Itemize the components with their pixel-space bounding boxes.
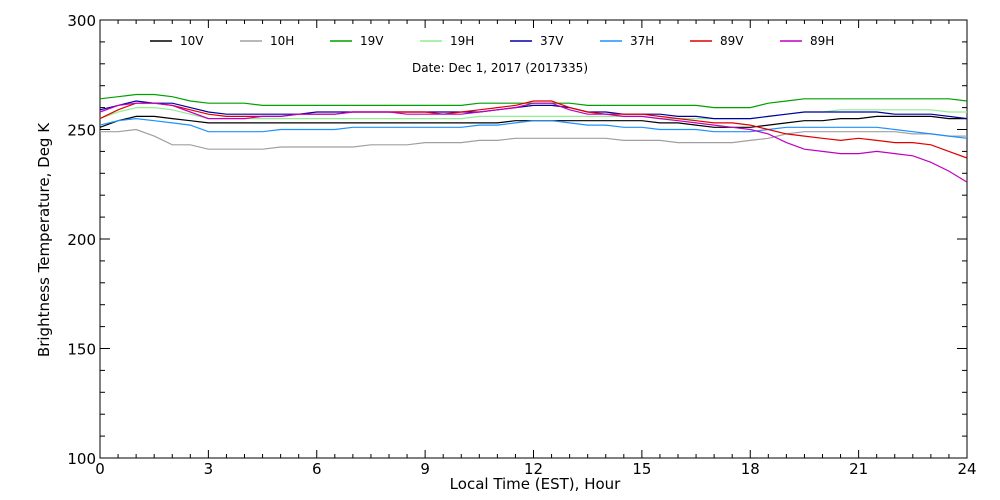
y-tick-label: 300 — [67, 12, 96, 30]
legend-label-89v: 89V — [720, 34, 744, 48]
y-axis-label: Brightness Temperature, Deg K — [35, 122, 53, 357]
plot-area-border — [99, 19, 968, 459]
x-axis: 0 3 6 9 12 15 18 21 24 — [95, 20, 977, 478]
legend-label-37v: 37V — [540, 34, 564, 48]
x-tick-label: 24 — [957, 460, 976, 478]
legend-label-19h: 19H — [450, 34, 474, 48]
series-lines — [99, 93, 968, 183]
legend-label-37h: 37H — [630, 34, 654, 48]
y-axis: 100 150 200 250 300 — [67, 12, 967, 468]
date-annotation: Date: Dec 1, 2017 (2017335) — [412, 61, 588, 75]
series-line-89h — [99, 102, 968, 183]
y-tick-label: 250 — [67, 122, 96, 140]
legend-label-10v: 10V — [180, 34, 204, 48]
legend-label-10h: 10H — [270, 34, 294, 48]
x-tick-label: 12 — [524, 460, 543, 478]
x-axis-label: Local Time (EST), Hour — [450, 475, 621, 493]
x-tick-label: 15 — [632, 460, 651, 478]
plot-frame — [99, 19, 968, 459]
y-tick-label: 100 — [67, 450, 96, 468]
legend-label-19v: 19V — [360, 34, 384, 48]
series-line-37h — [99, 117, 968, 139]
x-tick-label: 0 — [95, 460, 105, 478]
legend-label-89h: 89H — [810, 34, 834, 48]
series-line-10h — [100, 128, 967, 150]
y-tick-label: 200 — [67, 231, 96, 249]
x-tick-label: 18 — [741, 460, 760, 478]
series-line-89v — [99, 100, 968, 159]
y-tick-label: 150 — [67, 341, 96, 359]
x-tick-label: 9 — [420, 460, 430, 478]
x-tick-label: 6 — [312, 460, 322, 478]
x-tick-label: 3 — [204, 460, 214, 478]
legend: 10V 10H 19V 19H 37V 37H 89V 89H — [150, 34, 834, 48]
x-tick-label: 21 — [849, 460, 868, 478]
series-line-37v — [99, 100, 968, 120]
